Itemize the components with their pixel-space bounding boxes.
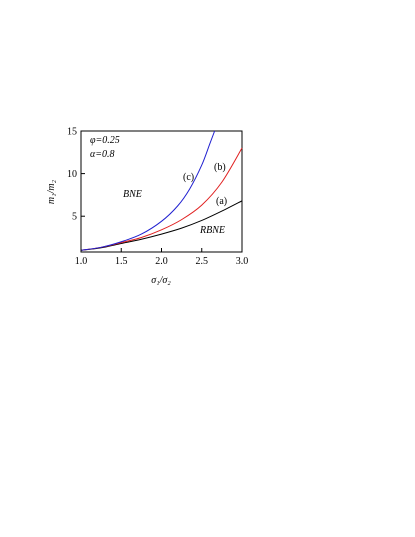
y-tick-label: 15 xyxy=(67,127,77,138)
series-line-a xyxy=(80,200,243,251)
series-label-a: (a) xyxy=(216,196,227,207)
series-label-b: (b) xyxy=(214,162,226,173)
x-tick-label: 1.0 xyxy=(75,256,88,267)
series-line-c xyxy=(80,130,216,251)
x-tick-label: 1.5 xyxy=(115,256,128,267)
y-tick-label: 5 xyxy=(72,212,77,223)
series-layer xyxy=(80,130,243,251)
param-phi: φ=0.25 xyxy=(90,135,120,146)
y-axis-label: m₁/m₂ xyxy=(46,179,57,204)
ticks-layer: 1.0 1.5 2.0 2.5 3.0 5 10 15 xyxy=(67,127,248,268)
x-axis-label: σ₁/σ₂ xyxy=(151,275,171,286)
series-label-c: (c) xyxy=(183,172,194,183)
x-tick-label: 2.0 xyxy=(155,256,168,267)
region-bne-label: BNE xyxy=(123,189,142,200)
param-alpha: α=0.8 xyxy=(90,149,115,160)
x-tick-label: 3.0 xyxy=(236,256,249,267)
region-rbne-label: RBNE xyxy=(199,225,225,236)
y-tick-label: 10 xyxy=(67,169,77,180)
x-tick-label: 2.5 xyxy=(196,256,209,267)
